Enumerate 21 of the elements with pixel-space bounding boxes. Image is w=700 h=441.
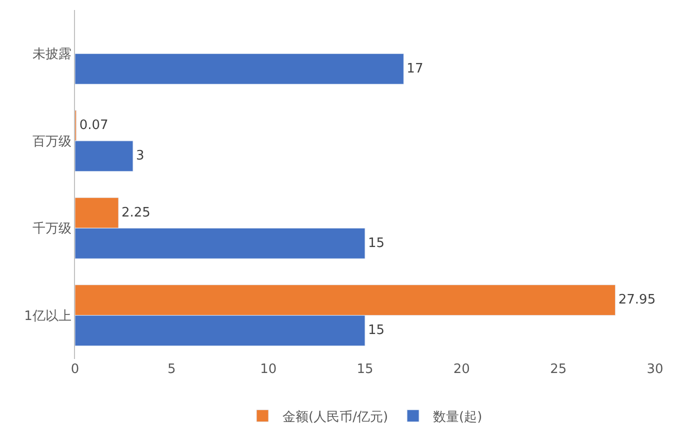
legend-label: 数量(起) <box>433 410 482 425</box>
data-label: 0.07 <box>79 118 108 134</box>
x-tick-label: 15 <box>356 362 374 377</box>
data-label: 27.95 <box>618 292 656 308</box>
data-label: 15 <box>368 236 385 251</box>
data-label: 2.25 <box>122 205 150 220</box>
data-label: 15 <box>368 323 385 338</box>
bar <box>75 53 404 84</box>
x-tick-label: 20 <box>453 362 470 377</box>
legend-label: 金额(人民币/亿元) <box>282 410 388 425</box>
x-tick-label: 5 <box>168 362 176 377</box>
x-tick-label: 25 <box>550 362 567 377</box>
data-label: 3 <box>136 148 144 164</box>
x-tick-label: 30 <box>646 362 664 377</box>
y-tick-label: 未披露 <box>32 47 72 62</box>
y-tick-label: 千万级 <box>32 222 72 237</box>
data-label: 17 <box>406 61 424 76</box>
y-tick-label: 百万级 <box>32 134 72 150</box>
x-tick-label: 10 <box>260 362 277 377</box>
x-tick-label: 0 <box>70 362 80 377</box>
y-tick-label: 1亿以上 <box>24 308 72 324</box>
